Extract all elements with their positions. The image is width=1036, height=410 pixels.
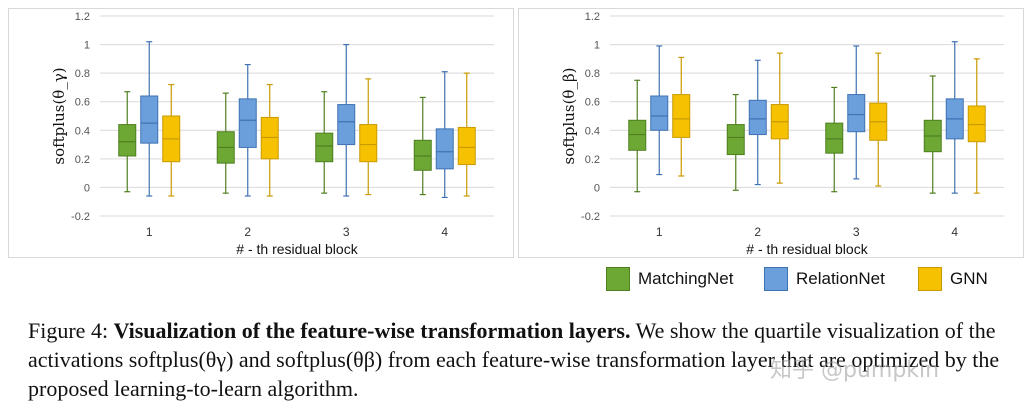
x-tick-label: 4: [951, 225, 958, 239]
y-tick-label: 0.8: [585, 68, 600, 80]
box-matchingnet: [413, 139, 432, 171]
x-tick-label: 2: [244, 225, 251, 239]
box-relationnet: [337, 104, 356, 146]
x-tick-label: 3: [853, 225, 860, 239]
box-gnn: [359, 124, 378, 163]
legend-swatch-matchingnet: [606, 267, 630, 291]
chart-softplus-beta: -0.2 0 0.2 0.4 0.6 0.8 1 1.2 softplus(θ_β) 1 2 3 4 # …: [518, 8, 1024, 258]
y-tick-label: -0.2: [581, 211, 600, 223]
y-tick-label: 1.2: [585, 11, 600, 23]
legend-item-gnn: GNN: [918, 264, 988, 294]
x-axis-label: # - th residual block: [746, 241, 868, 257]
y-axis-label: softplus(θ_γ): [50, 67, 68, 164]
caption-prefix: Figure 4:: [28, 318, 114, 343]
y-tick-label: 0.2: [75, 154, 90, 166]
x-tick-label: 3: [343, 225, 350, 239]
y-tick-label: 0.4: [585, 125, 600, 137]
box-relationnet: [847, 94, 866, 133]
box-relationnet: [435, 128, 454, 170]
y-tick-label: 1.2: [75, 11, 90, 23]
box-matchingnet: [628, 119, 647, 151]
box-relationnet: [140, 95, 159, 144]
legend-item-relationnet: RelationNet: [764, 264, 885, 294]
legend: MatchingNet RelationNet GNN: [606, 264, 1026, 294]
y-tick-label: 0.6: [75, 97, 90, 109]
y-tick-label: 1: [594, 40, 600, 52]
x-tick-label: 1: [656, 225, 663, 239]
y-tick-label: 0.6: [585, 97, 600, 109]
y-tick-label: 1: [84, 40, 90, 52]
box-relationnet: [650, 95, 669, 131]
legend-item-matchingnet: MatchingNet: [606, 264, 733, 294]
figure-caption: Figure 4: Visualization of the feature-w…: [28, 316, 1024, 403]
y-tick-label: 0: [84, 182, 90, 194]
x-tick-label: 4: [441, 225, 448, 239]
caption-bold: Visualization of the feature-wise transf…: [113, 318, 631, 343]
box-gnn: [967, 105, 986, 143]
legend-label-matchingnet: MatchingNet: [638, 269, 734, 288]
caption-rest: We show the quartile visualization of th…: [28, 318, 1000, 401]
box-gnn: [260, 116, 279, 160]
y-tick-label: 0.4: [75, 125, 90, 137]
box-gnn: [457, 126, 476, 166]
legend-swatch-relationnet: [764, 267, 788, 291]
x-tick-label: 1: [146, 225, 153, 239]
chart-softplus-gamma: -0.2 0 0.2 0.4 0.6 0.8 1 1.2 softplus(θ_γ) 1 2 3 4 # …: [8, 8, 514, 258]
box-matchingnet: [118, 124, 137, 157]
box-matchingnet: [726, 124, 745, 156]
legend-swatch-gnn: [918, 267, 942, 291]
y-tick-label: 0.8: [75, 68, 90, 80]
box-gnn: [672, 94, 691, 138]
y-tick-label: -0.2: [71, 211, 90, 223]
watermark: 知乎 @pumpkin: [770, 358, 940, 383]
legend-label-relationnet: RelationNet: [796, 269, 885, 288]
box-relationnet: [748, 99, 767, 136]
box-matchingnet: [825, 122, 844, 154]
legend-label-gnn: GNN: [950, 269, 988, 288]
box-matchingnet: [315, 132, 334, 163]
y-axis-label: softplus(θ_β): [560, 68, 578, 165]
x-tick-label: 2: [754, 225, 761, 239]
y-tick-label: 0.2: [585, 154, 600, 166]
y-tick-label: 0: [594, 182, 600, 194]
x-axis-label: # - th residual block: [236, 241, 358, 257]
box-relationnet: [238, 98, 257, 148]
